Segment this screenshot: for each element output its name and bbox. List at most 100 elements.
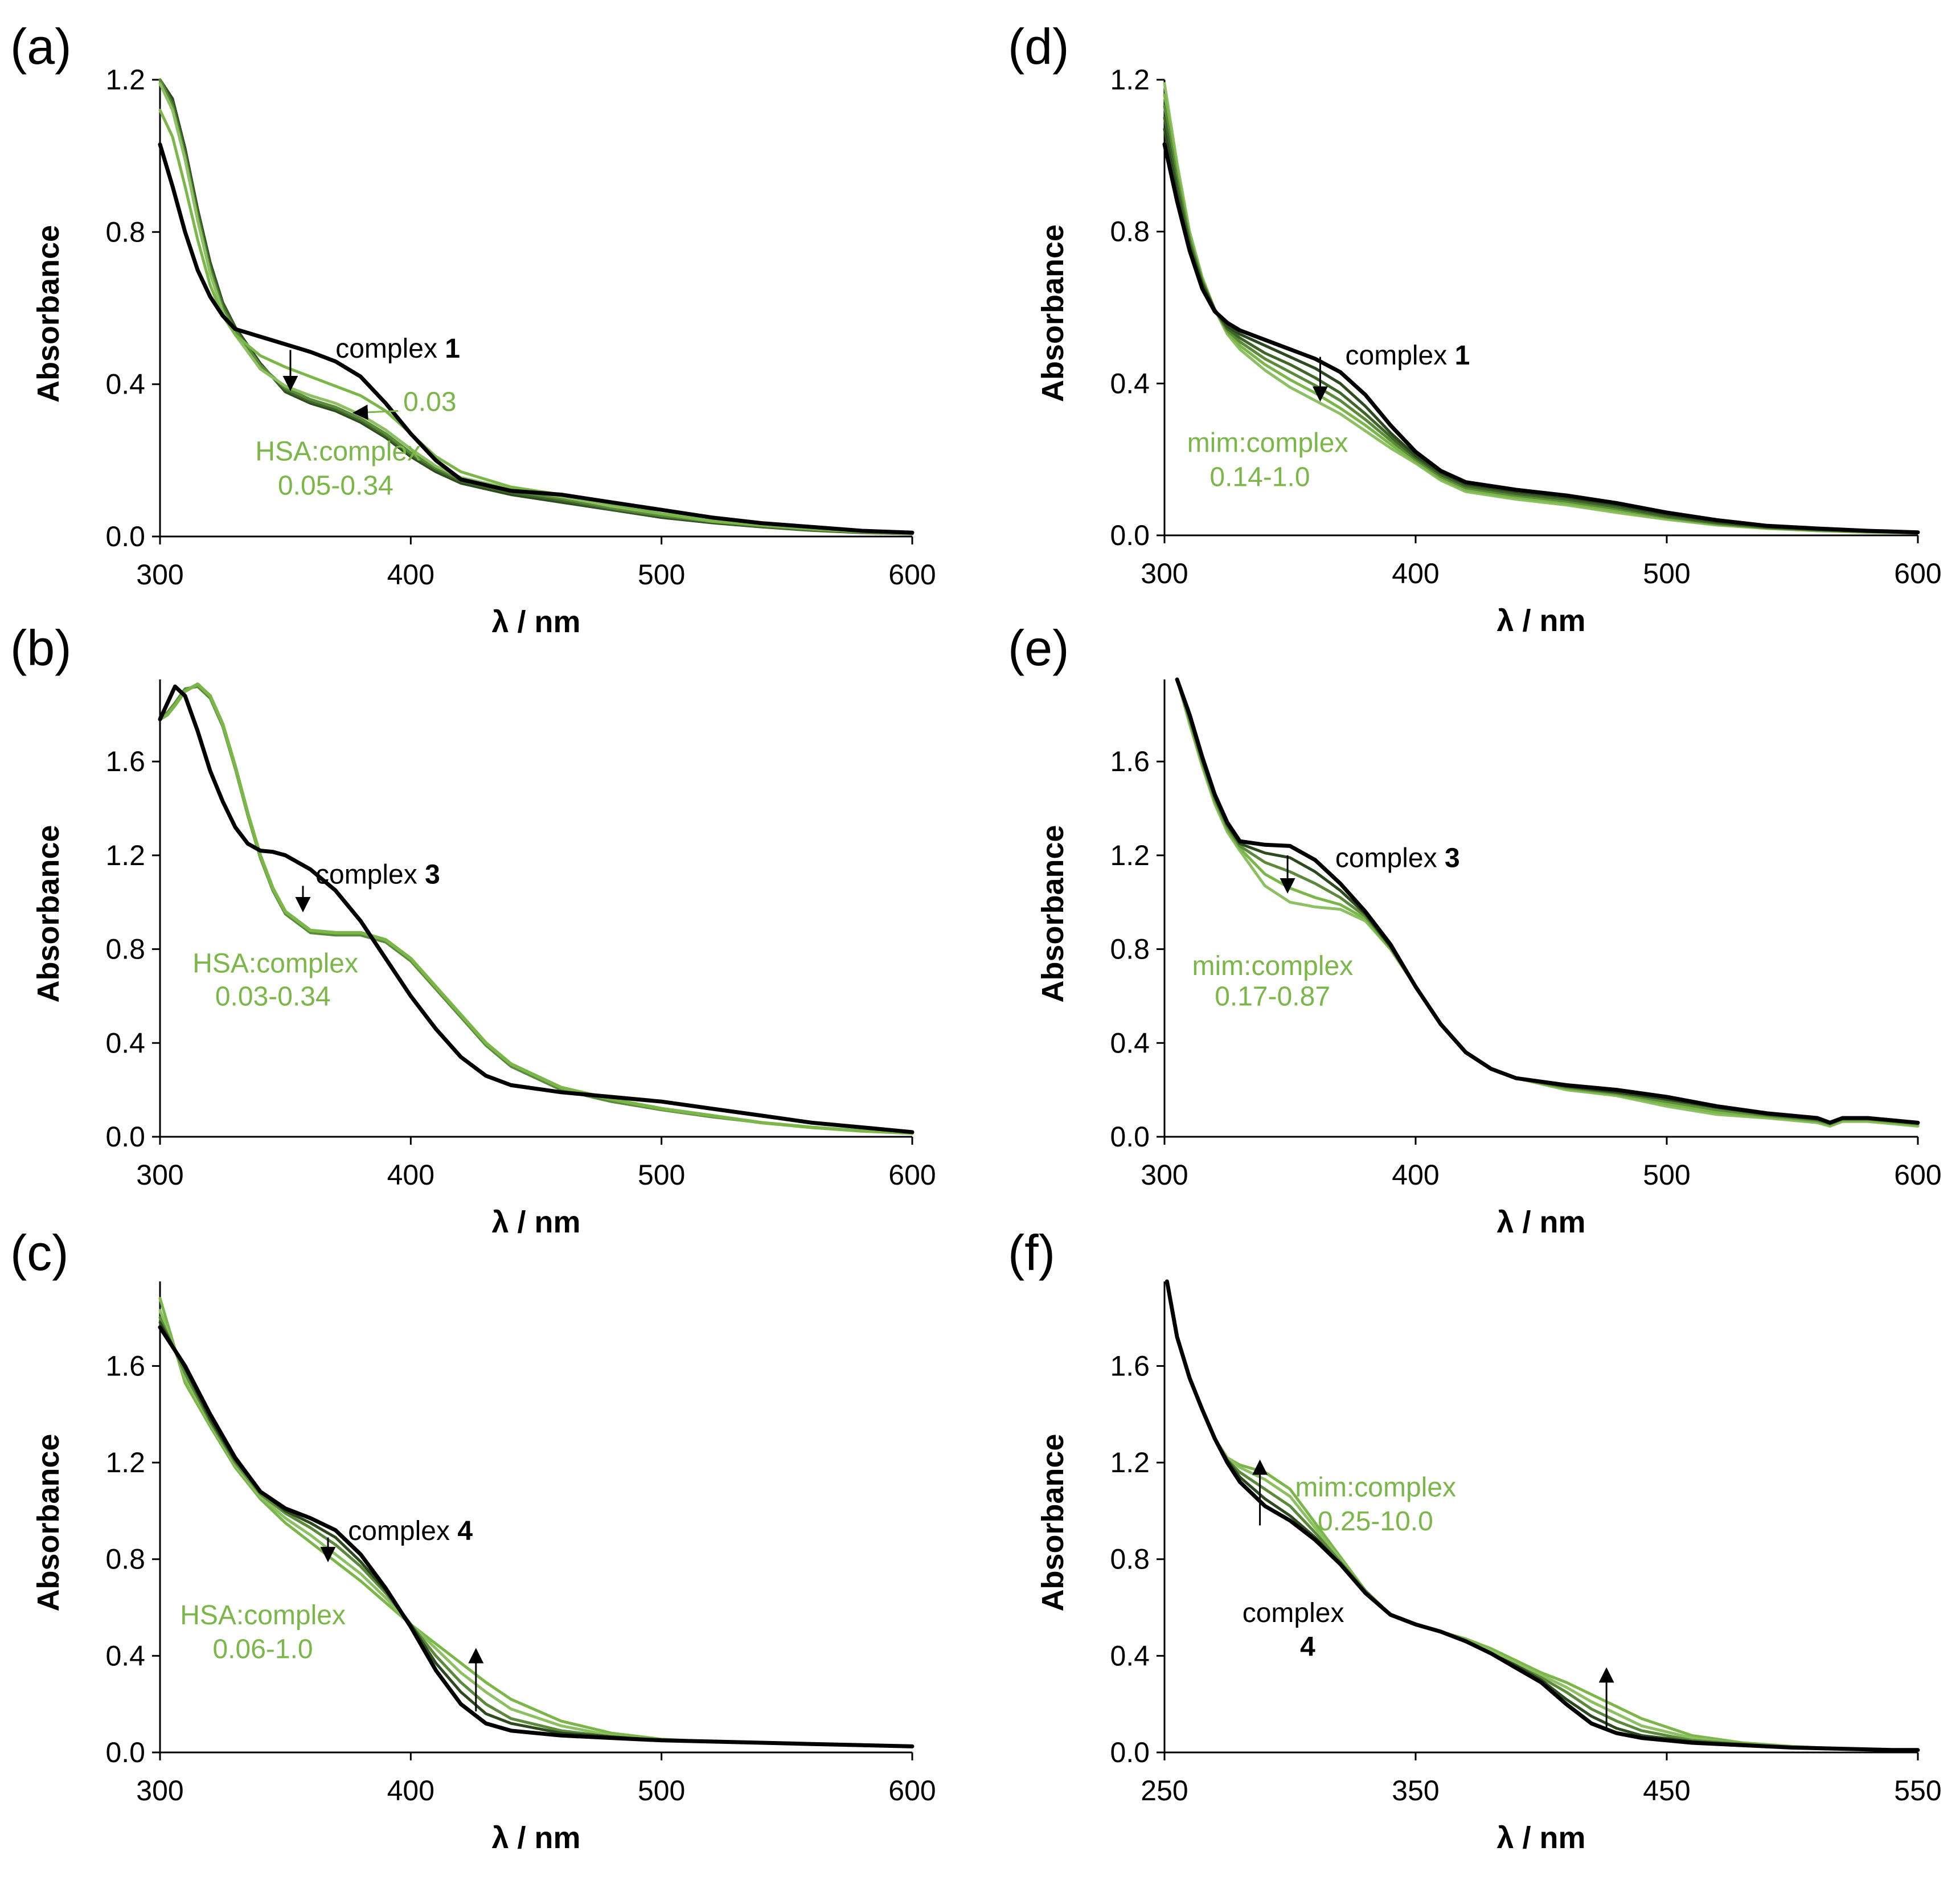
panel-f-x-tick-label: 450 xyxy=(1643,1775,1690,1807)
panel-d-annotation: 0.14-1.0 xyxy=(1209,462,1310,492)
panel-f-y-tick-label: 0.8 xyxy=(1110,1543,1150,1575)
panel-c-series-line xyxy=(158,1297,914,1748)
panel-e-series-line xyxy=(1175,677,1920,1125)
panel-c-y-tick-label: 1.6 xyxy=(105,1350,145,1382)
panel-e-label: (e) xyxy=(1008,620,1069,676)
panel-e-y-tick-label: 0.0 xyxy=(1110,1121,1150,1153)
panel-d-y-tick-label: 0.8 xyxy=(1110,216,1150,248)
panel-b-annotation: HSA:complex xyxy=(192,949,358,979)
panel-d-annotation: complex 1 xyxy=(1346,341,1470,371)
panel-c-x-axis-title: λ / nm xyxy=(491,1821,580,1855)
panel-c-x-tick-label: 500 xyxy=(638,1775,685,1807)
panel-b-x-tick-label: 300 xyxy=(136,1159,183,1191)
panel-f-x-tick-label: 250 xyxy=(1141,1775,1188,1807)
panel-e-y-tick-label: 0.4 xyxy=(1110,1027,1150,1059)
panel-f-annotation: 4 xyxy=(1300,1632,1315,1662)
panel-e-annotation: mim:complex xyxy=(1192,951,1354,981)
panel-c-y-axis-title: Absorbance xyxy=(31,1433,65,1611)
panel-c-annotation: HSA:complex xyxy=(180,1600,346,1631)
panel-a-leader-line xyxy=(352,404,399,420)
panel-b-y-tick-label: 1.6 xyxy=(105,746,145,777)
panel-c-y-tick-label: 0.8 xyxy=(105,1543,145,1575)
panel-a-y-tick-label: 0.8 xyxy=(105,216,145,248)
panel-f-y-axis-title: Absorbance xyxy=(1036,1433,1070,1611)
panel-b-series-line xyxy=(158,684,915,1134)
panel-a-chart: (a) 0.0 0.4 0.8 1.2 300 400 500 600 λ / nm Absorba… xyxy=(10,18,936,639)
panel-d-y-tick-label: 1.2 xyxy=(1110,64,1150,96)
panel-b-x-axis-title: λ / nm xyxy=(491,1205,580,1239)
panel-b-x-tick-label: 400 xyxy=(387,1159,434,1191)
panel-a-label: (a) xyxy=(10,18,72,75)
panel-a-annotation: complex 1 xyxy=(335,334,460,364)
panel-a-annotation: 0.03 xyxy=(403,387,456,417)
panel-a-annotation: 0.05-0.34 xyxy=(278,470,393,501)
panel-e-x-tick-label: 400 xyxy=(1392,1159,1439,1191)
panel-c-y-tick-label: 1.2 xyxy=(105,1447,145,1478)
panel-b-x-tick-label: 600 xyxy=(888,1159,936,1191)
panel-d-y-tick-label: 0.4 xyxy=(1110,367,1150,399)
panel-e-x-tick-label: 500 xyxy=(1643,1159,1690,1191)
panel-f-annotation: mim:complex xyxy=(1295,1472,1456,1502)
panel-b-y-tick-label: 0.0 xyxy=(105,1121,145,1153)
panel-c-series-line xyxy=(158,1321,914,1748)
panel-c-x-tick-label: 400 xyxy=(387,1775,434,1807)
panel-d-x-tick-label: 400 xyxy=(1392,558,1439,589)
panel-a-y-tick-label: 0.4 xyxy=(105,368,145,400)
panel-b-y-axis-title: Absorbance xyxy=(31,825,65,1002)
panel-d-series-line xyxy=(1162,142,1920,535)
panel-c-x-tick-label: 600 xyxy=(888,1775,936,1807)
panel-a-x-axis-title: λ / nm xyxy=(491,605,580,639)
panel-a-x-tick-label: 400 xyxy=(387,559,434,591)
panel-e-x-tick-label: 300 xyxy=(1141,1159,1188,1191)
panel-a-y-tick-label: 1.2 xyxy=(105,64,145,96)
panel-b-chart: (b) 0.0 0.4 0.8 1.2 1.6 300 400 500 600 λ / nm Abso… xyxy=(10,620,936,1239)
panel-d-x-tick-label: 300 xyxy=(1141,558,1188,589)
panel-c-series-line xyxy=(158,1309,914,1748)
panel-f-x-tick-label: 550 xyxy=(1894,1775,1941,1807)
panel-c-x-tick-label: 300 xyxy=(136,1775,183,1807)
panel-b-y-tick-label: 0.8 xyxy=(105,933,145,965)
panel-f-annotation: 0.25-10.0 xyxy=(1318,1506,1433,1537)
panel-e-x-tick-label: 600 xyxy=(1894,1159,1941,1191)
panel-b-y-tick-label: 0.4 xyxy=(105,1027,145,1059)
panel-c-annotation: 0.06-1.0 xyxy=(212,1635,313,1665)
panel-b-series-line xyxy=(158,685,914,1135)
panel-b-x-tick-label: 500 xyxy=(638,1159,685,1191)
panel-f-y-tick-label: 0.0 xyxy=(1110,1736,1150,1768)
panel-e-y-axis-title: Absorbance xyxy=(1036,825,1070,1002)
panel-a-series-line xyxy=(158,109,914,535)
panel-d-chart: (d) 0.0 0.4 0.8 1.2 300 400 500 600 λ / nm Absorba… xyxy=(1008,18,1942,638)
panel-c-y-tick-label: 0.0 xyxy=(105,1736,145,1768)
panel-c-y-tick-label: 0.4 xyxy=(105,1640,145,1672)
panel-c-series-line xyxy=(158,1325,915,1748)
panel-d-x-axis-title: λ / nm xyxy=(1496,604,1585,638)
panel-e-y-tick-label: 1.2 xyxy=(1110,839,1150,871)
panel-f-annotation: complex xyxy=(1243,1598,1344,1628)
panel-d-x-tick-label: 600 xyxy=(1894,558,1941,589)
panel-c-chart: (c) 0.0 0.4 0.8 1.2 1.6 300 400 500 600 λ / nm Abso… xyxy=(10,1224,936,1855)
panel-b-series-line xyxy=(158,682,914,1135)
panel-f-y-tick-label: 1.2 xyxy=(1110,1447,1150,1478)
panel-f-y-tick-label: 0.4 xyxy=(1110,1640,1150,1672)
panel-b-annotation: 0.03-0.34 xyxy=(215,981,331,1011)
panel-b-label: (b) xyxy=(10,620,72,676)
panel-f-y-tick-label: 1.6 xyxy=(1110,1350,1150,1382)
panel-b-y-tick-label: 1.2 xyxy=(105,839,145,871)
panel-a-y-tick-label: 0.0 xyxy=(105,521,145,552)
panel-a-x-tick-label: 500 xyxy=(638,559,685,591)
panel-d-y-tick-label: 0.0 xyxy=(1110,519,1150,551)
panel-a-x-tick-label: 600 xyxy=(888,559,936,591)
panel-e-chart: (e) 0.0 0.4 0.8 1.2 1.6 300 400 500 600 λ / nm Abso… xyxy=(1008,620,1942,1239)
panel-f-x-tick-label: 350 xyxy=(1392,1775,1439,1807)
panel-d-x-tick-label: 500 xyxy=(1643,558,1690,589)
panel-a-x-tick-label: 300 xyxy=(136,559,183,591)
panel-e-annotation: 0.17-0.87 xyxy=(1215,981,1330,1011)
panel-e-annotation: complex 3 xyxy=(1335,843,1460,873)
panel-f-series-line xyxy=(1164,1279,1920,1752)
panel-f-x-axis-title: λ / nm xyxy=(1496,1821,1585,1855)
panel-e-x-axis-title: λ / nm xyxy=(1496,1205,1585,1239)
panel-a-series-line xyxy=(158,142,915,535)
panel-d-annotation: mim:complex xyxy=(1187,428,1348,458)
panel-e-y-tick-label: 0.8 xyxy=(1110,933,1150,965)
